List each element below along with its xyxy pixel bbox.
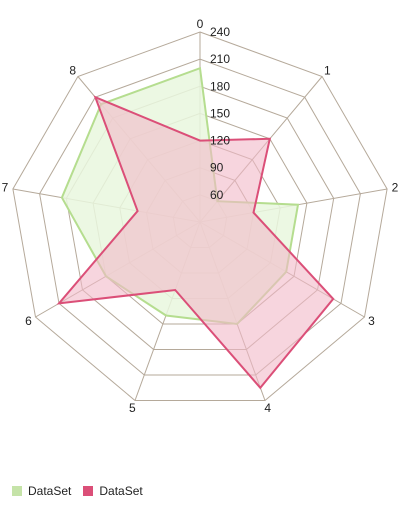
radar-chart: 0 1 2 3 4 5 6 7 8 60 90 120 150 180 210 240 [2, 17, 399, 415]
axis-label-5: 5 [129, 401, 136, 415]
tick-label-2: 120 [210, 134, 230, 148]
legend-swatch-1 [83, 486, 94, 496]
legend-swatch-0 [12, 486, 22, 496]
legend-item-1[interactable]: DataSet [83, 484, 143, 498]
legend-item-0[interactable]: DataSet [12, 484, 71, 498]
axis-label-3: 3 [368, 314, 375, 328]
axis-label-8: 8 [69, 63, 76, 77]
grid-ring-7 [12, 31, 388, 401]
tick-label-3: 150 [210, 106, 230, 120]
tick-label-0: 60 [210, 188, 224, 202]
tick-label-1: 90 [210, 161, 224, 175]
grid-ring-6 [39, 58, 361, 376]
legend-label-0: DataSet [28, 484, 72, 498]
axis-label-2: 2 [392, 181, 399, 195]
axis-label-1: 1 [324, 63, 331, 77]
legend: DataSet DataSet [12, 484, 143, 498]
axis-label-6: 6 [25, 314, 32, 328]
axis-label-7: 7 [2, 181, 9, 195]
axis-label-4: 4 [264, 401, 271, 415]
tick-label-6: 240 [210, 25, 230, 39]
tick-label-5: 210 [210, 52, 230, 66]
axis-label-0: 0 [197, 17, 204, 31]
tick-label-4: 180 [210, 79, 230, 93]
series-1-area [56, 95, 335, 390]
legend-label-1: DataSet [99, 484, 143, 498]
